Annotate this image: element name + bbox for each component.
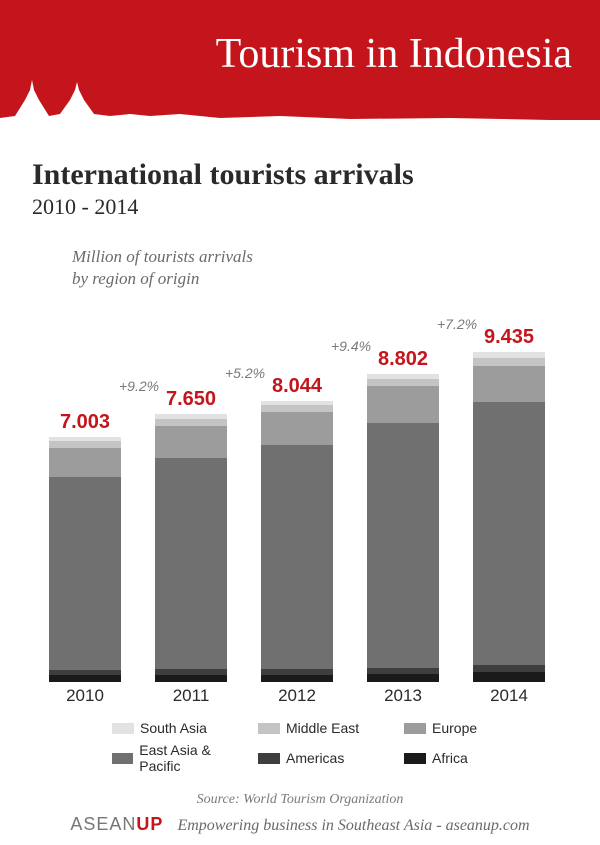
- brand-logo: ASEANUP: [70, 814, 169, 834]
- bar-segment: [473, 402, 545, 664]
- bar-segment: [367, 674, 439, 682]
- bar-segment: [155, 426, 227, 458]
- bar-segment: [367, 379, 439, 386]
- legend-label: Middle East: [286, 720, 359, 736]
- bar-segment: [473, 672, 545, 683]
- footer: Source: World Tourism Organization ASEAN…: [32, 792, 568, 835]
- bar-segment: [261, 412, 333, 445]
- chart-yaxis-label: Million of tourists arrivals by region o…: [72, 246, 568, 290]
- bar-group: 9.435: [473, 352, 545, 682]
- growth-label: +5.2%: [225, 365, 265, 381]
- bar-segment: [261, 445, 333, 669]
- bar-total-label: 7.650: [155, 388, 227, 411]
- legend-item: Europe: [404, 720, 544, 736]
- legend-label: Europe: [432, 720, 477, 736]
- chart-xaxis: 20102011201220132014: [32, 686, 562, 706]
- legend-label: East Asia & Pacific: [139, 742, 252, 774]
- xaxis-label: 2011: [138, 686, 244, 706]
- legend-label: Americas: [286, 750, 344, 766]
- bar-total-label: 7.003: [49, 411, 121, 434]
- header-banner: Tourism in Indonesia: [0, 0, 600, 130]
- xaxis-label: 2012: [244, 686, 350, 706]
- legend-swatch-icon: [112, 753, 133, 764]
- stacked-bar-chart: 7.003 7.650 8.044 8.802 9.435 +9.2% +5.2% +9.4%…: [32, 302, 562, 682]
- xaxis-label: 2014: [456, 686, 562, 706]
- legend-item: Africa: [404, 742, 544, 774]
- source-text: Source: World Tourism Organization: [32, 792, 568, 808]
- chart-subtitle: 2010 - 2014: [32, 194, 568, 220]
- chart-title: International tourists arrivals: [32, 158, 568, 192]
- legend-swatch-icon: [404, 723, 426, 734]
- bar-group: 8.802: [367, 374, 439, 682]
- bar-segment: [49, 477, 121, 670]
- growth-label: +7.2%: [437, 316, 477, 332]
- chart-legend: South Asia Middle East Europe East Asia & P…: [112, 720, 568, 774]
- temple-silhouette-icon: [0, 80, 600, 130]
- bar-group: 8.044: [261, 401, 333, 683]
- bar-segment: [473, 665, 545, 672]
- xaxis-label: 2010: [32, 686, 138, 706]
- bar-segment: [261, 675, 333, 683]
- legend-item: East Asia & Pacific: [112, 742, 252, 774]
- bar-segment: [367, 386, 439, 423]
- bar-group: 7.003: [49, 437, 121, 682]
- growth-label: +9.2%: [119, 378, 159, 394]
- bar-total-label: 9.435: [473, 326, 545, 349]
- legend-swatch-icon: [404, 753, 426, 764]
- legend-item: Americas: [258, 742, 398, 774]
- bar-segment: [155, 419, 227, 426]
- bar-total-label: 8.044: [261, 375, 333, 398]
- bar-segment: [49, 448, 121, 478]
- xaxis-label: 2013: [350, 686, 456, 706]
- bar-segment: [473, 366, 545, 403]
- legend-label: Africa: [432, 750, 468, 766]
- legend-item: South Asia: [112, 720, 252, 736]
- bar-segment: [367, 423, 439, 667]
- legend-label: South Asia: [140, 720, 207, 736]
- legend-swatch-icon: [112, 723, 134, 734]
- bar-group: 7.650: [155, 414, 227, 682]
- bar-segment: [155, 458, 227, 669]
- content-area: International tourists arrivals 2010 - 2…: [0, 130, 600, 845]
- bar-segment: [49, 675, 121, 682]
- bar-segment: [473, 358, 545, 366]
- header-title: Tourism in Indonesia: [0, 0, 600, 78]
- bar-segment: [155, 675, 227, 683]
- legend-swatch-icon: [258, 753, 280, 764]
- bar-total-label: 8.802: [367, 348, 439, 371]
- tagline: ASEANUP Empowering business in Southeast…: [32, 814, 568, 835]
- legend-item: Middle East: [258, 720, 398, 736]
- legend-swatch-icon: [258, 723, 280, 734]
- growth-label: +9.4%: [331, 338, 371, 354]
